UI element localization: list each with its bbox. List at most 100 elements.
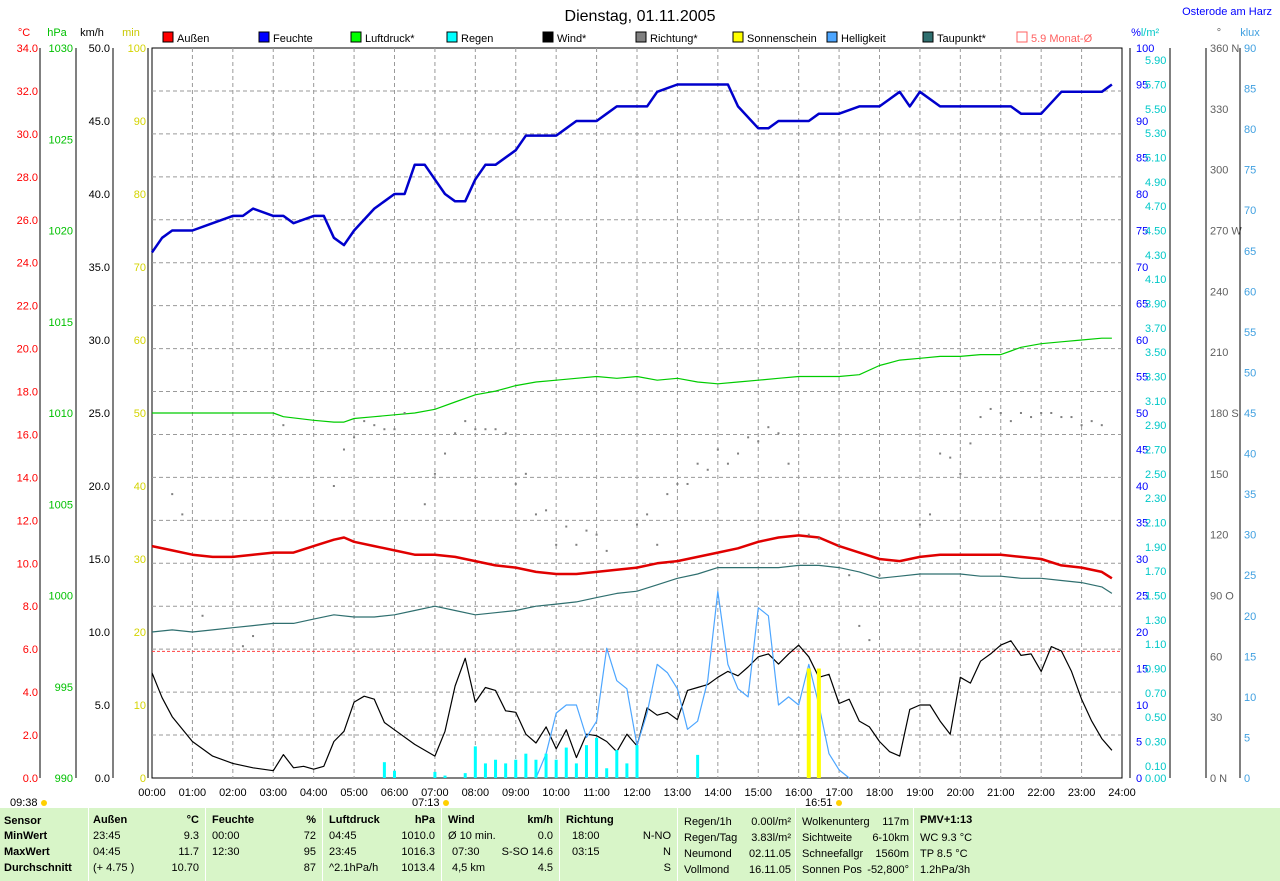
axis-tick-brightness: 10	[1244, 692, 1256, 704]
axis-tick-sun: 30	[134, 554, 146, 566]
point-richtung	[474, 428, 477, 431]
point-richtung	[939, 452, 942, 455]
sensor-header: Sensor	[4, 815, 42, 827]
point-richtung	[393, 428, 396, 431]
richtung-title: Richtung	[566, 814, 614, 826]
axis-tick-sun: 0	[140, 773, 146, 785]
luftdruck-max-value: 1016.3	[401, 846, 435, 858]
axis-tick-rain: 4.30	[1145, 250, 1166, 262]
feuchte-column: Feuchte % 00:00 72 12:30 95 87	[206, 808, 323, 881]
wind-r1-value: 0.0	[537, 830, 553, 842]
axis-tick-humidity: 30	[1136, 554, 1148, 566]
richtung-r1-value: N-NO	[642, 830, 671, 842]
feuchte-title: Feuchte	[212, 814, 255, 826]
series-line-luftdruck	[152, 337, 1112, 423]
legend-label: Taupunkt*	[937, 33, 987, 45]
axis-tick-wind: 40.0	[89, 189, 110, 201]
stats-footer: Sensor MinWert MaxWert Durchschnitt Auße…	[0, 808, 1280, 881]
axis-tick-rain: 0.00	[1145, 773, 1166, 785]
sunset-icon	[836, 800, 842, 806]
legend-label: Wind*	[557, 33, 587, 45]
regen-r3-label: Vollmond	[684, 864, 730, 876]
axis-tick-direction: 60	[1210, 651, 1222, 663]
point-richtung	[565, 525, 568, 528]
series-line-wind	[151, 640, 1113, 772]
axis-tick-temp: 8.0	[23, 601, 38, 613]
point-richtung	[696, 462, 699, 465]
wolken-r3-label: Sonnen Pos	[802, 864, 862, 876]
bar-regen	[473, 746, 477, 778]
axis-tick-pressure: 995	[55, 682, 73, 694]
axis-tick-direction: 180 S	[1210, 408, 1239, 420]
axis-unit-pressure: hPa	[47, 27, 67, 39]
richtung-r2-time: 03:15	[572, 846, 600, 858]
axis-tick-rain: 0.90	[1145, 664, 1166, 676]
bar-regen	[494, 759, 498, 778]
luftdruck-min-value: 1010.0	[401, 830, 435, 842]
series-line-feuchte	[150, 83, 1113, 254]
legend-label: Außen	[177, 33, 209, 45]
x-tick-label: 03:00	[259, 787, 287, 799]
point-richtung	[504, 432, 507, 435]
axis-tick-sun: 70	[134, 262, 146, 274]
axis-tick-direction: 360 N	[1210, 43, 1239, 55]
axis-tick-wind: 45.0	[89, 116, 110, 128]
x-tick-label: 16:00	[785, 787, 813, 799]
point-richtung	[171, 493, 174, 496]
wind-r2-value: S-SO 14.6	[501, 846, 553, 858]
point-richtung	[929, 513, 932, 516]
bar-regen	[595, 737, 599, 778]
legend-label: Feuchte	[273, 33, 313, 45]
axis-tick-humidity: 95	[1136, 80, 1148, 92]
point-richtung	[999, 412, 1002, 414]
regen-r2-value: 02.11.05	[748, 848, 791, 860]
legend-swatch	[542, 31, 554, 43]
axis-tick-sun: 80	[134, 189, 146, 201]
x-tick-label: 14:00	[704, 787, 732, 799]
wind-r1-label: Ø 10 min.	[448, 830, 496, 842]
point-richtung	[585, 529, 588, 532]
bar-regen	[574, 763, 578, 778]
bar-regen	[483, 763, 487, 778]
point-richtung	[848, 574, 851, 577]
axis-tick-rain: 2.50	[1145, 469, 1166, 481]
axis-tick-humidity: 5	[1136, 737, 1142, 749]
x-tick-label: 17:00	[825, 787, 853, 799]
axis-tick-temp: 22.0	[17, 301, 38, 313]
axis-tick-humidity: 85	[1136, 153, 1148, 165]
legend-swatch	[446, 31, 458, 43]
legend-label: 5.9 Monat-Ø	[1031, 33, 1093, 45]
point-richtung	[494, 428, 497, 431]
bar-regen	[534, 759, 538, 778]
axis-unit-sun: min	[122, 27, 140, 39]
feuchte-min-time: 00:00	[212, 830, 240, 842]
richtung-r3-value: S	[663, 862, 671, 874]
legend-swatch	[258, 31, 270, 43]
wolken-r1-label: Sichtweite	[802, 832, 853, 844]
axis-tick-wind: 0.0	[95, 773, 110, 785]
point-richtung	[878, 574, 881, 577]
point-richtung	[423, 503, 426, 506]
point-richtung	[747, 436, 750, 439]
point-richtung	[484, 428, 487, 431]
axis-tick-rain: 4.10	[1145, 274, 1166, 286]
x-tick-label: 20:00	[947, 787, 975, 799]
chart-title: Dienstag, 01.11.2005	[565, 8, 716, 25]
x-tick-label: 18:00	[866, 787, 894, 799]
x-tick-label: 22:00	[1027, 787, 1055, 799]
location-label: Osterode am Harz	[1182, 6, 1272, 18]
luftdruck-unit: hPa	[414, 814, 435, 826]
point-richtung	[868, 639, 871, 642]
pmv-r3: 1.2hPa/3h	[920, 864, 971, 876]
x-tick-label: 06:00	[381, 787, 409, 799]
axis-tick-pressure: 1010	[49, 408, 73, 420]
point-richtung	[817, 537, 820, 540]
axis-tick-temp: 12.0	[17, 515, 38, 527]
axis-tick-temp: 28.0	[17, 172, 38, 184]
series-line-taupunkt	[151, 564, 1113, 633]
wind-column: Wind km/h Ø 10 min. 0.0 07:30 S-SO 14.6 …	[442, 808, 560, 881]
point-richtung	[575, 543, 578, 546]
luftdruck-max-time: 23:45	[329, 846, 357, 858]
legend-swatch	[732, 31, 744, 43]
point-richtung	[524, 472, 527, 475]
